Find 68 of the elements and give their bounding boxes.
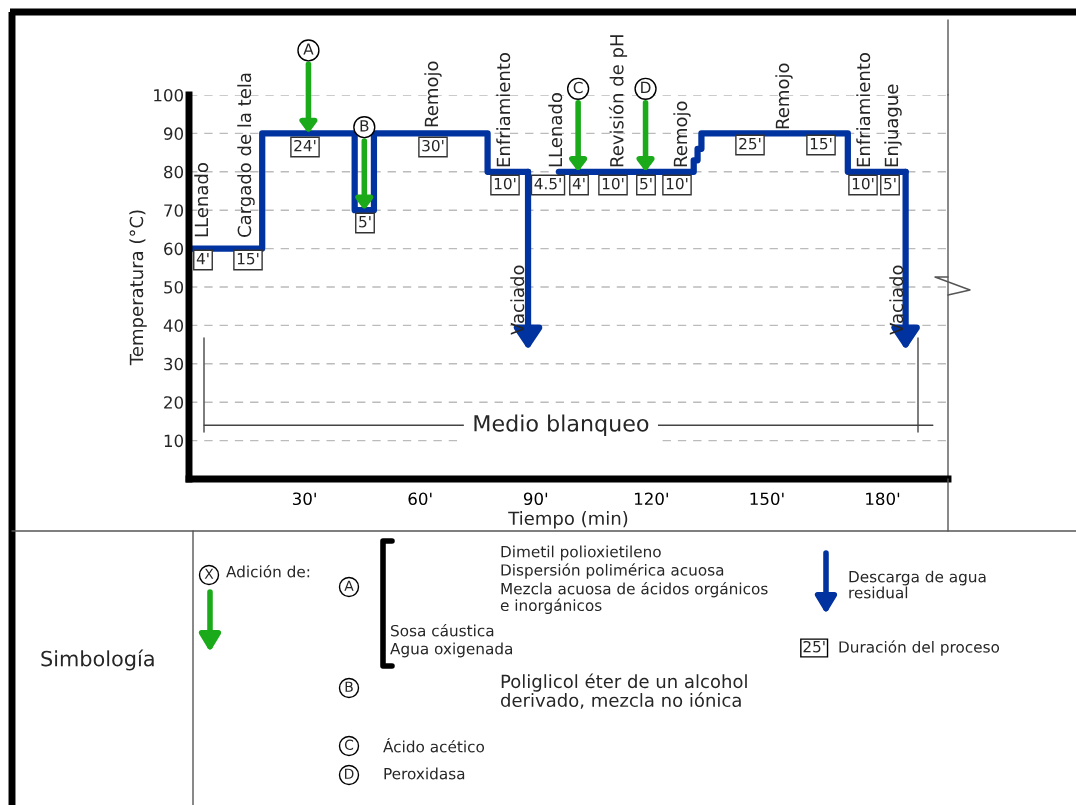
x-axis-title: Tiempo (min) bbox=[508, 511, 628, 529]
text: 25' bbox=[803, 640, 825, 653]
annotation: LLenado bbox=[194, 163, 209, 237]
annotation: Enfriamiento bbox=[856, 52, 871, 167]
x-tick-label: 60' bbox=[408, 492, 432, 506]
text: Poliglicol éter de un alcohol derivado, mezcla no iónica bbox=[501, 673, 747, 709]
text: B bbox=[345, 681, 353, 692]
x-tick-label: 90' bbox=[523, 492, 548, 506]
annotation: D bbox=[641, 81, 651, 94]
text: Descarga de agua residual bbox=[849, 570, 986, 599]
annotation: Vaciado bbox=[510, 265, 525, 335]
annotation: A bbox=[303, 43, 314, 55]
y-tick-label: 20 bbox=[164, 396, 184, 409]
text: Dimetil polioxietileno bbox=[501, 545, 661, 561]
annotation: C bbox=[573, 81, 583, 94]
annotation: 25' bbox=[739, 137, 761, 150]
text: Mezcla acuosa de ácidos orgánicos e inorgánicos bbox=[500, 581, 768, 615]
annotation: B bbox=[360, 120, 369, 132]
annotation: Remojo bbox=[673, 101, 691, 167]
text: Duración del proceso bbox=[839, 640, 1000, 656]
annotation: Revisión de pH bbox=[608, 35, 628, 167]
text: D bbox=[345, 768, 354, 779]
text: Peroxidasa bbox=[384, 767, 465, 780]
annotation: Enjuague bbox=[884, 84, 902, 167]
annotation: 24' bbox=[294, 139, 316, 152]
annotation: 10' bbox=[852, 177, 874, 190]
annotation: 10' bbox=[602, 177, 624, 190]
y-tick-label: 80 bbox=[164, 165, 184, 179]
annotation: 4' bbox=[196, 253, 209, 265]
text: Ácido acético bbox=[383, 738, 485, 753]
x-tick-label: 180' bbox=[866, 492, 900, 506]
y-tick-label: 70 bbox=[164, 204, 184, 217]
y-tick-label: 10 bbox=[164, 434, 184, 448]
x-tick-label: 30' bbox=[292, 492, 316, 506]
y-tick-label: 40 bbox=[163, 319, 184, 332]
annotation: 10' bbox=[666, 177, 688, 190]
annotation: 5' bbox=[884, 178, 896, 190]
text: C bbox=[344, 739, 354, 751]
annotation: Remojo bbox=[424, 61, 442, 127]
annotation: 15' bbox=[237, 253, 259, 265]
text: A bbox=[344, 580, 354, 591]
annotation: 4.5' bbox=[534, 178, 561, 190]
annotation: 30' bbox=[422, 139, 444, 152]
text: Dispersión polimérica acuosa bbox=[501, 563, 724, 579]
text: Sosa cáustica bbox=[391, 624, 494, 637]
text: Agua oxigenada bbox=[390, 642, 513, 658]
y-axis-title: Temperatura (°C) bbox=[129, 210, 147, 366]
x-tick-label: 150' bbox=[750, 492, 784, 506]
y-tick-label: 50 bbox=[164, 280, 184, 294]
y-tick-label: 30 bbox=[164, 357, 184, 371]
y-tick-label: 60 bbox=[164, 242, 184, 256]
text: X bbox=[204, 568, 214, 579]
text: Adición de: bbox=[226, 565, 310, 578]
ref-line-label: Medio blanqueo bbox=[474, 414, 649, 436]
annotation: Vaciado bbox=[889, 265, 904, 335]
y-tick-label: 90 bbox=[163, 127, 184, 140]
x-tick-label: 120' bbox=[634, 492, 668, 506]
annotation: 15' bbox=[810, 138, 832, 150]
y-tick-label: 100 bbox=[154, 88, 184, 102]
annotation: 5' bbox=[640, 178, 652, 190]
annotation: LLenado bbox=[548, 93, 563, 167]
annotation: Remojo bbox=[775, 63, 793, 129]
annotation: 10' bbox=[494, 177, 516, 190]
annotation: 4' bbox=[572, 178, 585, 190]
annotation: 5' bbox=[359, 216, 371, 228]
annotation: Cargado de la tela bbox=[237, 73, 255, 237]
annotation: Enfriamiento bbox=[496, 52, 511, 167]
text: Simbología bbox=[41, 649, 154, 671]
